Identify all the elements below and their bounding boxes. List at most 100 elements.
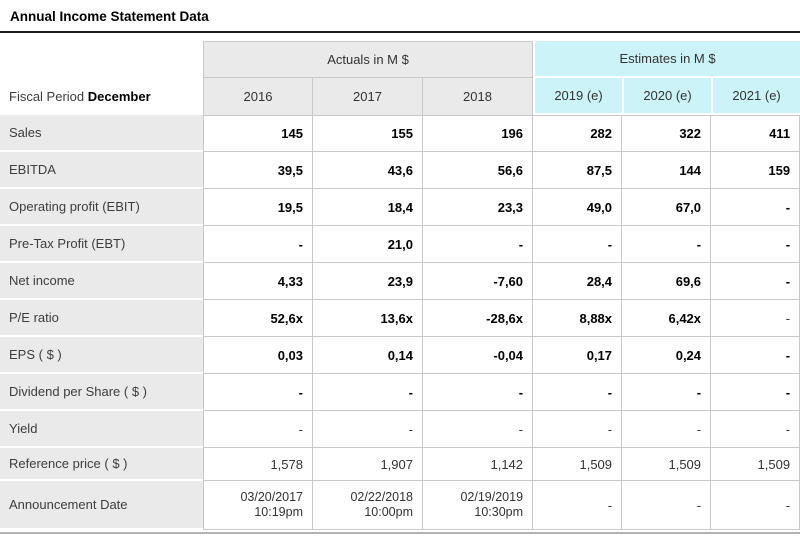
page-title: Annual Income Statement Data (10, 9, 209, 24)
corner-cell (0, 41, 203, 78)
group-header-actuals: Actuals in M $ (203, 41, 534, 78)
data-cell: - (203, 226, 313, 263)
table-row: Announcement Date 03/20/2017 10:19pm 02/22… (0, 481, 800, 530)
data-cell: 6,42x (622, 300, 712, 337)
data-cell: 13,6x (313, 300, 423, 337)
data-cell: 39,5 (203, 152, 313, 189)
data-cell: 1,142 (423, 448, 534, 481)
data-cell: - (711, 263, 800, 300)
data-cell: 282 (533, 115, 623, 152)
table-row: EPS ( $ ) 0,03 0,14 -0,04 0,17 0,24- (0, 337, 800, 374)
data-cell: 43,6 (313, 152, 423, 189)
data-cell: - (622, 374, 712, 411)
title-underline (0, 31, 800, 33)
year-header-2018: 2018 (423, 78, 534, 115)
data-cell: 1,578 (203, 448, 313, 481)
data-cell: 18,4 (313, 189, 423, 226)
data-cell: - (711, 226, 800, 263)
data-cell: - (711, 411, 800, 448)
data-cell: 1,509 (533, 448, 623, 481)
data-cell: 21,0 (313, 226, 423, 263)
data-cell: 144 (622, 152, 712, 189)
row-label: Yield (0, 411, 203, 448)
data-cell: - (533, 481, 623, 530)
group-header-estimates: Estimates in M $ (533, 41, 800, 78)
data-cell: 52,6x (203, 300, 313, 337)
data-cell: 1,907 (313, 448, 423, 481)
data-cell: 0,03 (203, 337, 313, 374)
row-label: Reference price ( $ ) (0, 448, 203, 481)
data-cell: 67,0 (622, 189, 712, 226)
data-cell: 155 (313, 115, 423, 152)
data-cell: -28,6x (423, 300, 534, 337)
table-body: Sales 145 155 196 282 322 411 EBITDA 39,5 43,6 56,… (0, 115, 800, 530)
data-cell: - (203, 374, 313, 411)
row-label: Pre-Tax Profit (EBT) (0, 226, 203, 263)
data-cell: 8,88x (533, 300, 623, 337)
table-row: Reference price ( $ ) 1,578 1,907 1,142 1,50… (0, 448, 800, 481)
group-header-row: Actuals in M $ Estimates in M $ (0, 41, 800, 78)
data-cell: 322 (622, 115, 712, 152)
data-cell: 02/22/2018 10:00pm (313, 481, 423, 530)
table-row: P/E ratio 52,6x 13,6x -28,6x 8,88x 6,42x - (0, 300, 800, 337)
data-cell: - (533, 226, 623, 263)
data-cell: - (423, 226, 534, 263)
data-cell: 02/19/2019 10:30pm (423, 481, 534, 530)
data-cell: 56,6 (423, 152, 534, 189)
data-cell: -7,60 (423, 263, 534, 300)
data-cell: - (711, 481, 800, 530)
data-cell: 49,0 (533, 189, 623, 226)
bottom-rule (0, 532, 800, 534)
data-cell: 19,5 (203, 189, 313, 226)
table-row: Yield - - - - - - (0, 411, 800, 448)
data-cell: - (711, 189, 800, 226)
row-label: Sales (0, 115, 203, 152)
data-cell: 411 (711, 115, 800, 152)
fiscal-period-cell: Fiscal Period December (0, 78, 203, 115)
table-row: Operating profit (EBIT) 19,5 18,4 23,3 49,0 6… (0, 189, 800, 226)
table-row: Pre-Tax Profit (EBT) -21,0- - - - (0, 226, 800, 263)
table-row: EBITDA 39,5 43,6 56,6 87,5 144 159 (0, 152, 800, 189)
year-header-2019e: 2019 (e) (533, 78, 623, 115)
data-cell: 4,33 (203, 263, 313, 300)
row-label: P/E ratio (0, 300, 203, 337)
data-cell: - (313, 411, 423, 448)
row-label: Announcement Date (0, 481, 203, 530)
row-label: EPS ( $ ) (0, 337, 203, 374)
year-header-2020e: 2020 (e) (622, 78, 712, 115)
data-cell: - (622, 226, 712, 263)
row-label: Net income (0, 263, 203, 300)
data-cell: 1,509 (711, 448, 800, 481)
data-cell: - (203, 411, 313, 448)
year-header-2016: 2016 (203, 78, 313, 115)
data-cell: 145 (203, 115, 313, 152)
data-cell: 196 (423, 115, 534, 152)
data-cell: 23,9 (313, 263, 423, 300)
fiscal-period-value: December (87, 89, 151, 104)
data-cell: 23,3 (423, 189, 534, 226)
data-cell: - (423, 411, 534, 448)
row-label: Operating profit (EBIT) (0, 189, 203, 226)
row-label: EBITDA (0, 152, 203, 189)
data-cell: 0,24 (622, 337, 712, 374)
row-label: Dividend per Share ( $ ) (0, 374, 203, 411)
data-cell: 03/20/2017 10:19pm (203, 481, 313, 530)
table-row: Sales 145 155 196 282 322 411 (0, 115, 800, 152)
data-cell: 0,14 (313, 337, 423, 374)
data-cell: 1,509 (622, 448, 712, 481)
table-row: Net income 4,33 23,9 -7,60 28,4 69,6- (0, 263, 800, 300)
year-header-2021e: 2021 (e) (711, 78, 800, 115)
data-cell: - (622, 411, 712, 448)
table-row: Dividend per Share ( $ ) - - - - - - (0, 374, 800, 411)
year-header-2017: 2017 (313, 78, 423, 115)
data-cell: - (423, 374, 534, 411)
data-cell: - (622, 481, 712, 530)
data-cell: 69,6 (622, 263, 712, 300)
data-cell: 87,5 (533, 152, 623, 189)
income-statement-table: Actuals in M $ Estimates in M $ Fiscal P… (0, 41, 800, 530)
data-cell: 28,4 (533, 263, 623, 300)
data-cell: - (711, 300, 800, 337)
data-cell: - (711, 374, 800, 411)
fiscal-period-label: Fiscal Period (9, 89, 85, 104)
data-cell: 159 (711, 152, 800, 189)
